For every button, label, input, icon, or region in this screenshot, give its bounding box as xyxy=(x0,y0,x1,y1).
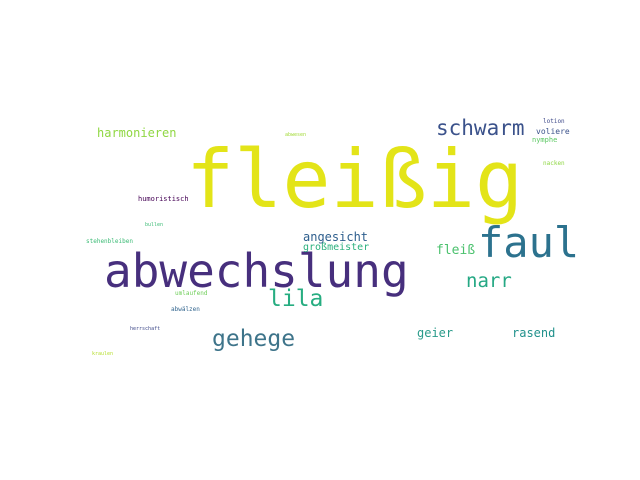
word-harmonieren: harmonieren xyxy=(97,126,177,140)
word-fleissig: fleißig xyxy=(186,133,524,226)
word-nacken: nacken xyxy=(543,160,565,167)
word-nymphe: nymphe xyxy=(532,136,558,144)
word-schwarm: schwarm xyxy=(436,116,525,140)
word-rasend: rasend xyxy=(512,326,556,340)
word-umlaufend: umlaufend xyxy=(175,290,208,297)
word-kraulen: kraulen xyxy=(92,351,114,357)
word-humoristisch: humoristisch xyxy=(138,195,189,203)
word-herrschaft: herrschaft xyxy=(130,326,161,332)
word-lotion: lotion xyxy=(543,118,565,125)
word-voliere: voliere xyxy=(536,127,570,136)
word-abwesen: abwesen xyxy=(285,132,307,138)
word-grossmeister: großmeister xyxy=(303,242,370,253)
word-lila: lila xyxy=(268,286,324,312)
word-gehege: gehege xyxy=(212,326,296,352)
word-bullen: bullen xyxy=(145,222,164,228)
word-cloud: fleißig abwechslung faul schwarm lila ge… xyxy=(80,110,580,370)
word-stehenbleiben: stehenbleiben xyxy=(86,238,133,245)
word-faul: faul xyxy=(478,218,580,267)
word-narr: narr xyxy=(466,270,512,292)
word-abwechslung: abwechslung xyxy=(104,244,409,298)
word-fleiss: fleiß xyxy=(436,243,476,258)
word-geier: geier xyxy=(417,326,454,340)
word-abwaelzen: abwälzen xyxy=(171,306,200,313)
word-angesicht: angesicht xyxy=(303,230,369,244)
